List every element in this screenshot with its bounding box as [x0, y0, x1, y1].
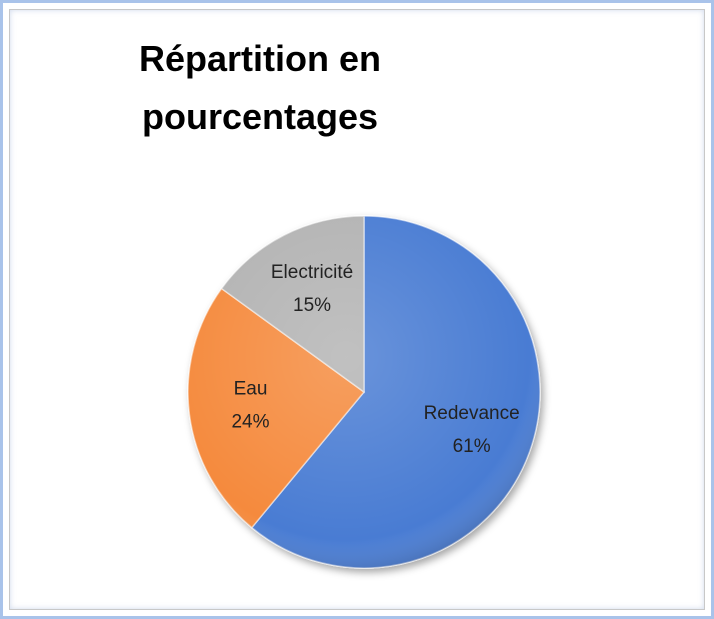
chart-area [9, 9, 705, 610]
chart-title: Répartition en pourcentages [138, 38, 381, 137]
slice-label: Electricité [271, 262, 353, 283]
slice-value-label: 24% [231, 411, 269, 432]
slice-label: Redevance [424, 403, 520, 424]
slice-value-label: 15% [293, 295, 331, 316]
slice-label: Eau [234, 378, 268, 399]
slice-value-label: 61% [453, 436, 491, 457]
